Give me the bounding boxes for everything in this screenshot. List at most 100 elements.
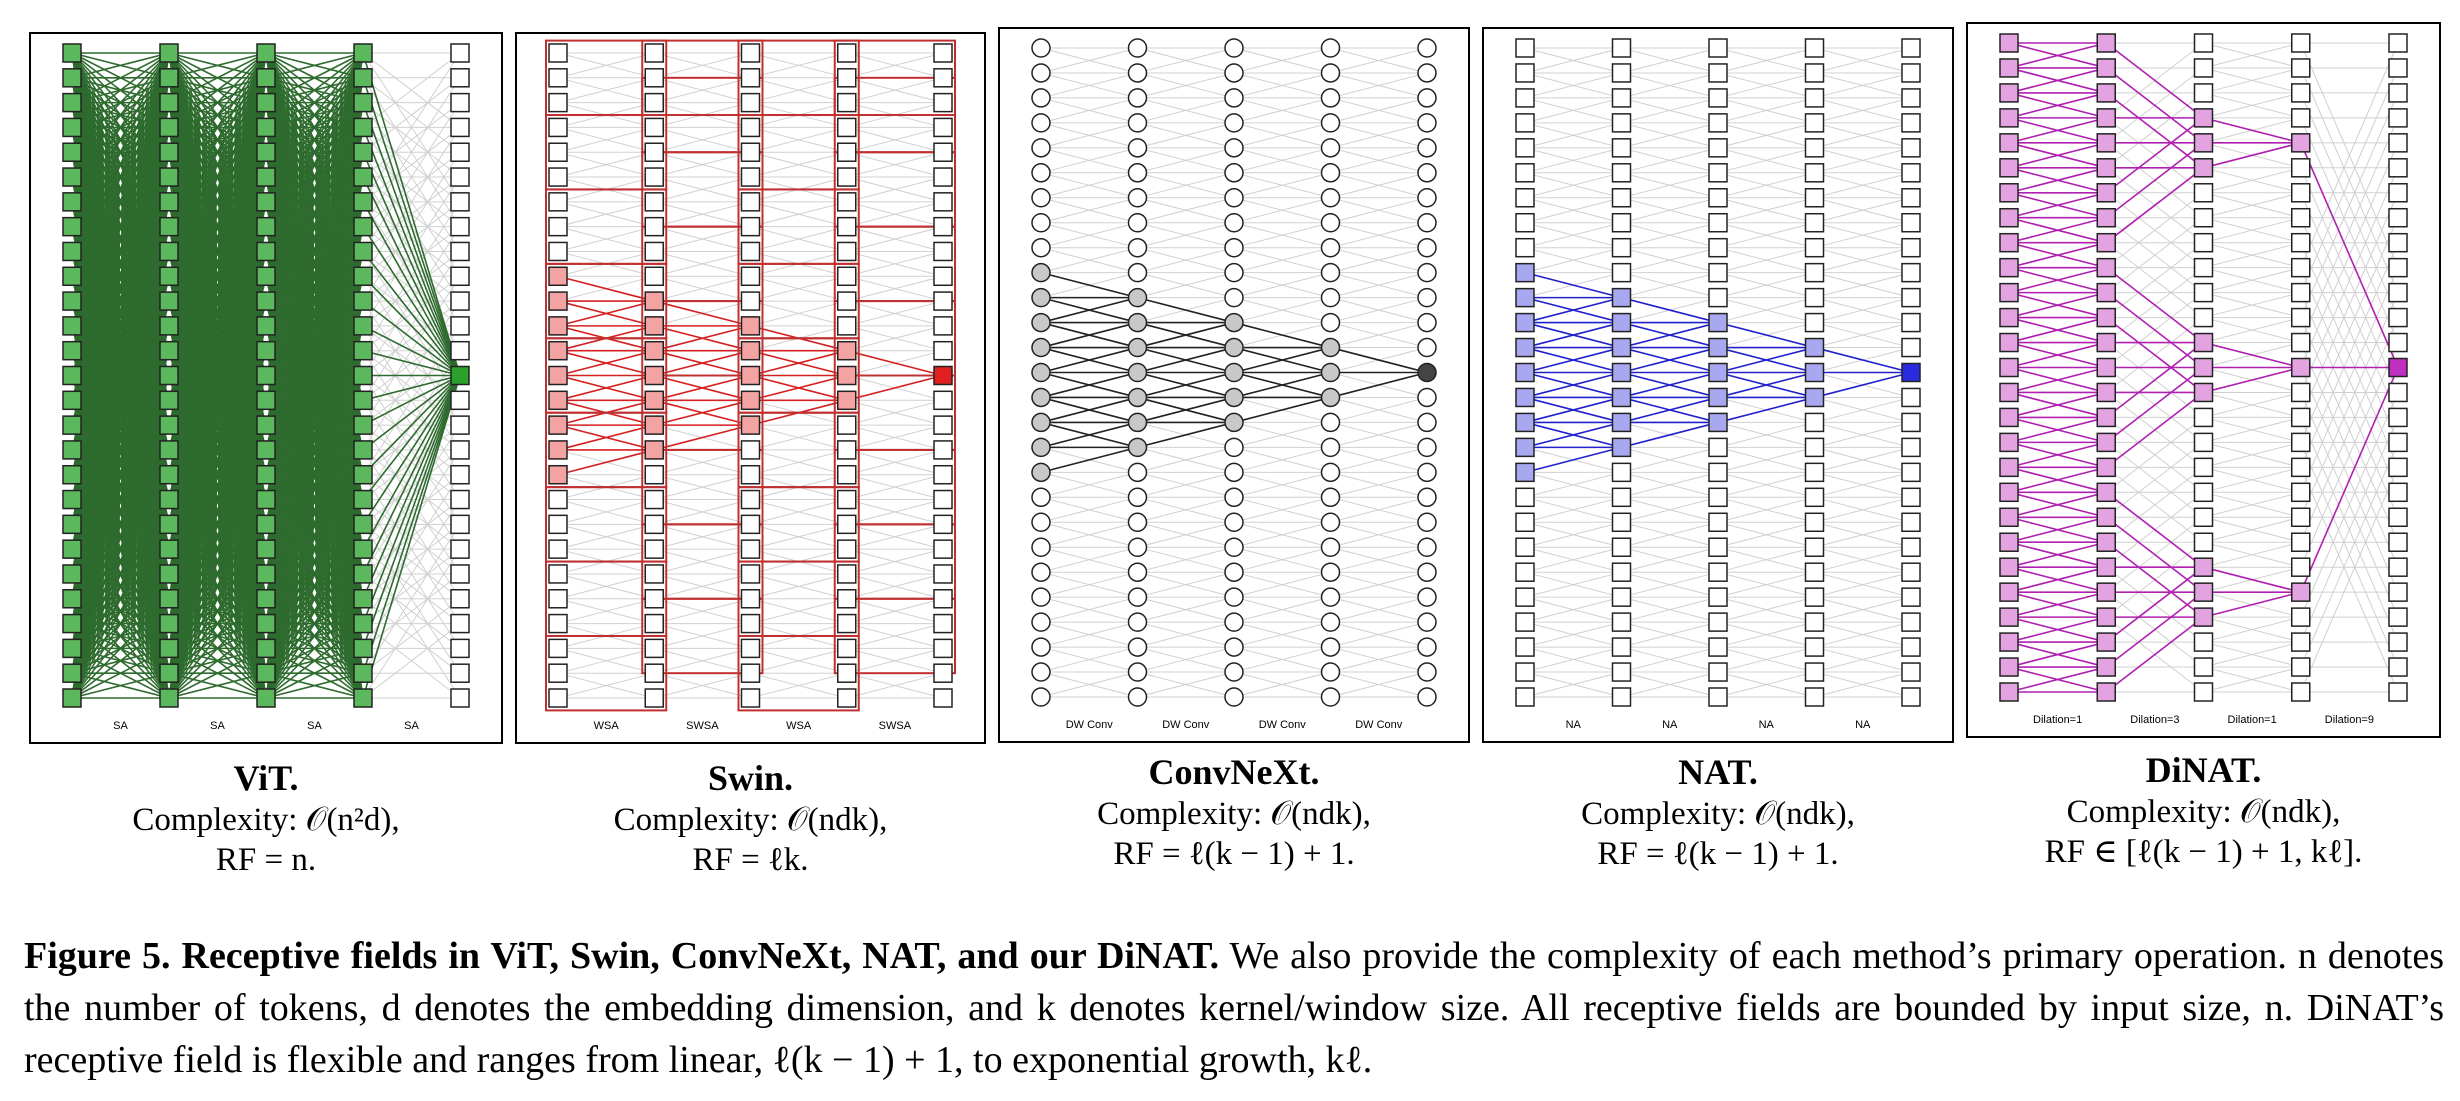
token-node	[1804, 662, 1825, 682]
token-node	[1611, 487, 1632, 508]
token-node	[1031, 138, 1051, 158]
token-node	[1804, 262, 1825, 283]
token-node	[1031, 562, 1051, 582]
token-node	[1999, 382, 2019, 403]
token-node	[1127, 562, 1148, 582]
token-node	[1611, 337, 1632, 358]
token-node	[2193, 133, 2214, 153]
token-node	[353, 539, 373, 559]
token-node	[740, 489, 761, 510]
token-node	[1031, 113, 1051, 133]
token-node	[1320, 312, 1341, 333]
token-node	[256, 514, 276, 535]
token-node	[62, 340, 82, 361]
token-node	[1708, 362, 1728, 383]
token-node	[2096, 33, 2116, 53]
token-node	[1320, 237, 1341, 258]
token-node	[1611, 512, 1632, 533]
token-node	[1611, 612, 1632, 632]
token-node	[256, 564, 276, 584]
token-node	[450, 688, 470, 708]
token-node	[1031, 312, 1051, 333]
token-node	[1708, 587, 1728, 607]
token-node	[548, 142, 568, 162]
layer-label: SA	[307, 720, 322, 732]
token-node	[256, 142, 276, 162]
token-node	[2096, 532, 2116, 552]
panel-frame	[998, 27, 1470, 743]
token-node	[1417, 637, 1437, 657]
token-node	[62, 365, 82, 386]
token-node	[1611, 113, 1632, 133]
token-node	[933, 638, 953, 659]
token-node	[837, 92, 857, 113]
panel-receptive-field: RF = ℓ(k − 1) + 1.	[1113, 836, 1355, 872]
token-node	[1999, 582, 2019, 602]
token-node	[1708, 512, 1728, 533]
token-node	[2193, 183, 2214, 203]
token-node	[62, 68, 82, 88]
token-node	[1804, 437, 1825, 458]
token-node	[1611, 312, 1632, 333]
token-node	[1127, 512, 1148, 533]
token-node	[1999, 83, 2019, 103]
token-node	[2193, 207, 2214, 228]
token-node	[548, 688, 568, 708]
token-node	[644, 241, 664, 262]
token-node	[62, 167, 82, 187]
token-node	[548, 340, 568, 361]
token-node	[450, 266, 470, 287]
token-node	[62, 142, 82, 162]
token-node	[2388, 108, 2408, 128]
token-node	[1999, 207, 2019, 228]
token-node	[62, 192, 82, 212]
token-node	[2193, 257, 2214, 278]
token-node	[933, 440, 953, 460]
token-node	[159, 663, 179, 683]
token-node	[644, 142, 664, 162]
token-node	[256, 663, 276, 683]
token-node	[548, 564, 568, 584]
token-node	[62, 564, 82, 584]
token-node	[1804, 88, 1825, 108]
token-node	[1515, 287, 1535, 308]
panel-caption-convnext: ConvNeXt. Complexity: 𝒪(ndk), RF = ℓ(k − 1…	[994, 750, 1474, 874]
token-node	[2291, 332, 2311, 353]
token-node	[2291, 632, 2311, 652]
token-node	[1611, 38, 1632, 58]
token-node	[548, 514, 568, 535]
token-node	[2193, 83, 2214, 103]
token-node	[1515, 612, 1535, 632]
token-node	[2291, 382, 2311, 403]
token-node	[62, 440, 82, 460]
token-node	[1127, 637, 1148, 657]
token-node	[1611, 437, 1632, 458]
token-node	[548, 291, 568, 311]
token-node	[1127, 487, 1148, 508]
token-node	[837, 489, 857, 510]
token-node	[256, 92, 276, 113]
token-node	[644, 613, 664, 634]
token-node	[353, 266, 373, 287]
token-node	[1417, 612, 1437, 632]
token-node	[1804, 387, 1825, 408]
token-node	[1515, 38, 1535, 58]
token-node	[2193, 158, 2214, 178]
token-node	[2291, 207, 2311, 228]
token-node	[1515, 163, 1535, 183]
panel-title: NAT.	[1678, 752, 1758, 792]
receptive-field-edges	[1040, 271, 1428, 474]
token-node	[450, 390, 470, 411]
token-node	[2388, 682, 2408, 702]
token-node	[1611, 687, 1632, 707]
token-node	[1901, 437, 1921, 458]
token-node	[1901, 687, 1921, 707]
token-node	[1031, 163, 1051, 183]
token-node	[1127, 262, 1148, 283]
token-node	[1515, 237, 1535, 258]
token-node	[1515, 562, 1535, 582]
token-node	[1515, 63, 1535, 83]
token-node	[740, 440, 761, 460]
token-node	[2291, 357, 2311, 378]
token-node	[933, 589, 953, 609]
